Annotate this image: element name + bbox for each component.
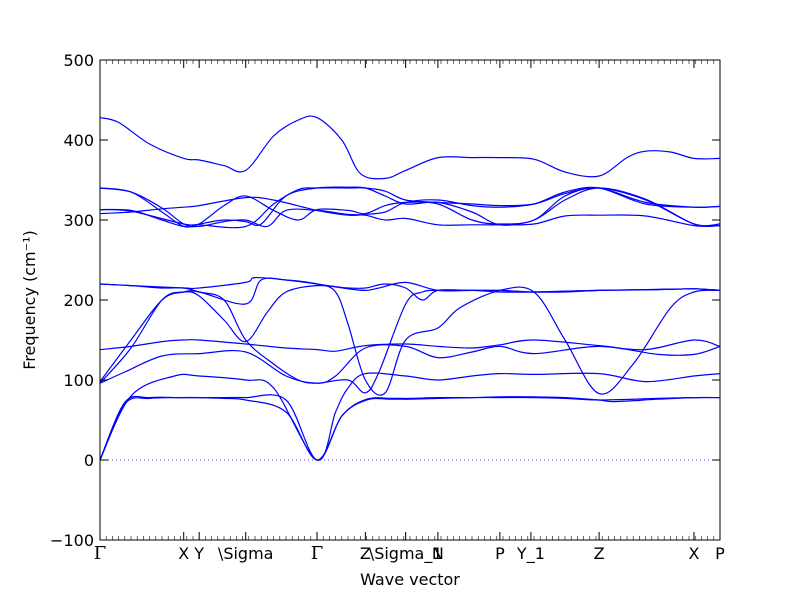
x-tick-label: X	[178, 544, 189, 563]
x-tick-label: P	[495, 544, 505, 563]
series-layer	[99, 115, 721, 461]
x-tick-label: P	[715, 544, 725, 563]
x-tick-label: Γ	[311, 543, 324, 564]
x-tick-label: \Sigma_1	[369, 544, 443, 564]
y-axis-ticks: −100 0 100 200 300 400 500	[50, 51, 720, 550]
phonon-branch-2	[99, 394, 721, 461]
phonon-branch-8	[99, 283, 721, 394]
y-tick-label: 500	[63, 51, 94, 70]
y-tick-label: 300	[63, 211, 94, 230]
x-tick-label: N	[432, 544, 444, 563]
x-tick-label: Z	[360, 544, 371, 563]
phonon-branch-14	[99, 187, 721, 229]
y-tick-label: 400	[63, 131, 94, 150]
x-minor-ticks	[99, 60, 721, 540]
y-tick-label: −100	[50, 531, 94, 550]
y-axis-label: Frequency (cm⁻¹)	[20, 230, 39, 369]
y-tick-label: 200	[63, 291, 94, 310]
phonon-branch-5	[99, 339, 721, 352]
x-tick-label: Y_1	[516, 544, 545, 564]
x-axis-ticks: Γ X Y \Sigma Γ Z\Sigma_1N P Y_1 Z X P	[94, 60, 725, 564]
y-tick-label: 0	[84, 451, 94, 470]
phonon-branch-13	[99, 186, 721, 217]
x-tick-label: Γ	[94, 543, 107, 564]
phonon-branch-11	[99, 187, 721, 228]
phonon-branch-9	[99, 276, 721, 293]
phonon-branch-15	[99, 115, 721, 180]
phonon-branch-3	[99, 372, 721, 461]
y-tick-label: 100	[63, 371, 94, 390]
x-tick-label: Y	[193, 544, 204, 563]
x-tick-label: X	[688, 544, 699, 563]
x-tick-label: \Sigma	[218, 544, 274, 563]
x-axis-label: Wave vector	[360, 570, 460, 589]
x-tick-label: Z	[594, 544, 605, 563]
